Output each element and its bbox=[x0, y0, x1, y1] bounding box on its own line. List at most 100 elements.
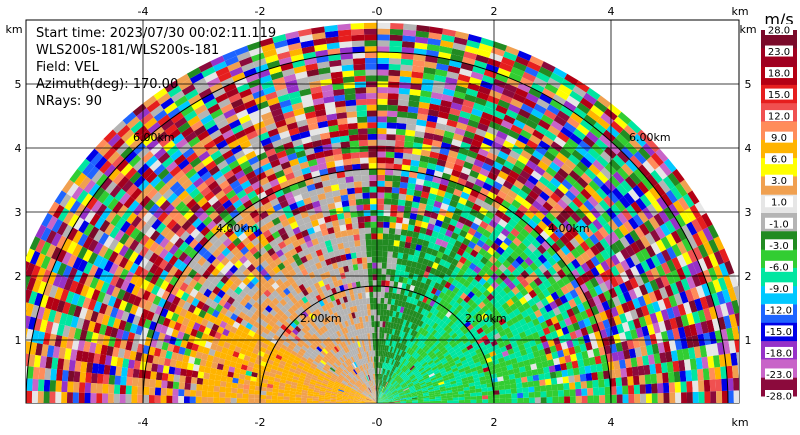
range-gate bbox=[565, 361, 573, 370]
range-gate bbox=[317, 162, 328, 171]
range-gate bbox=[451, 245, 460, 254]
range-gate bbox=[365, 75, 377, 82]
range-gate bbox=[425, 265, 432, 273]
range-gate bbox=[323, 215, 332, 224]
range-gate bbox=[584, 365, 592, 374]
range-gate bbox=[721, 390, 728, 403]
range-gate bbox=[346, 307, 352, 314]
range-gate bbox=[171, 133, 185, 145]
range-gate bbox=[446, 369, 453, 375]
range-gate bbox=[603, 378, 611, 388]
range-gate bbox=[133, 254, 144, 266]
range-gate bbox=[502, 268, 512, 278]
range-gate bbox=[517, 304, 526, 314]
range-gate bbox=[429, 313, 436, 321]
range-gate bbox=[267, 331, 276, 338]
range-gate bbox=[367, 333, 371, 340]
range-gate bbox=[445, 387, 452, 391]
range-gate bbox=[520, 309, 529, 319]
range-gate bbox=[646, 203, 659, 217]
range-gate bbox=[406, 278, 413, 285]
range-gate bbox=[549, 192, 561, 204]
range-gate bbox=[86, 166, 100, 180]
range-gate bbox=[566, 272, 576, 283]
range-gate bbox=[432, 134, 444, 142]
range-gate bbox=[630, 328, 639, 340]
range-gate bbox=[260, 196, 270, 206]
range-gate bbox=[433, 282, 441, 290]
range-gate bbox=[478, 320, 486, 328]
range-gate bbox=[524, 328, 532, 337]
range-gate bbox=[359, 359, 363, 366]
range-gate bbox=[200, 114, 214, 126]
range-gate bbox=[363, 370, 367, 376]
range-gate bbox=[382, 399, 389, 402]
range-gate bbox=[318, 280, 325, 288]
range-gate bbox=[727, 378, 734, 391]
range-gate bbox=[395, 348, 399, 355]
range-gate bbox=[279, 199, 289, 209]
range-gate bbox=[174, 95, 188, 108]
range-gate bbox=[492, 250, 502, 260]
range-gate bbox=[401, 384, 408, 389]
range-gate bbox=[367, 139, 377, 146]
range-gate bbox=[306, 348, 313, 355]
range-gate bbox=[287, 307, 295, 315]
range-gate bbox=[339, 47, 353, 54]
range-gate bbox=[612, 154, 626, 168]
range-gate bbox=[359, 280, 365, 288]
range-gate bbox=[123, 259, 134, 272]
range-gate bbox=[467, 360, 475, 366]
range-gate bbox=[531, 331, 540, 340]
range-gate bbox=[305, 315, 313, 323]
range-gate bbox=[327, 227, 335, 235]
range-gate bbox=[369, 174, 377, 181]
range-gate bbox=[710, 391, 717, 403]
range-gate bbox=[451, 138, 462, 148]
range-gate bbox=[363, 28, 377, 35]
range-gate bbox=[412, 359, 418, 366]
range-gate bbox=[275, 88, 289, 97]
range-gate bbox=[486, 360, 494, 367]
range-gate bbox=[632, 184, 645, 198]
range-gate bbox=[484, 176, 496, 187]
range-gate bbox=[452, 356, 460, 362]
range-gate bbox=[99, 219, 111, 233]
range-gate bbox=[359, 340, 363, 347]
range-gate bbox=[377, 401, 383, 403]
range-gate bbox=[420, 221, 429, 229]
range-gate bbox=[389, 340, 393, 347]
range-gate bbox=[85, 148, 99, 163]
range-gate bbox=[401, 358, 407, 365]
range-gate bbox=[543, 226, 554, 237]
range-gate bbox=[384, 286, 390, 293]
range-gate bbox=[368, 163, 377, 170]
range-gate bbox=[334, 231, 342, 239]
range-gate bbox=[380, 394, 385, 399]
range-gate bbox=[629, 172, 642, 185]
range-gate bbox=[496, 305, 505, 314]
range-gate bbox=[383, 381, 387, 387]
range-gate bbox=[503, 338, 511, 346]
range-gate bbox=[604, 146, 617, 159]
range-gate bbox=[397, 377, 403, 383]
range-gate bbox=[225, 204, 237, 214]
range-gate bbox=[475, 364, 483, 371]
range-gate bbox=[385, 280, 390, 287]
range-gate bbox=[276, 124, 289, 134]
range-gate bbox=[610, 306, 619, 317]
range-gate bbox=[592, 387, 600, 396]
range-gate bbox=[360, 334, 364, 341]
range-gate bbox=[420, 343, 426, 350]
range-gate bbox=[388, 351, 392, 359]
range-gate bbox=[387, 384, 392, 390]
range-gate bbox=[299, 88, 312, 97]
range-gate bbox=[342, 158, 352, 166]
range-gate bbox=[377, 399, 382, 403]
range-gate bbox=[635, 197, 647, 211]
range-gate bbox=[501, 56, 516, 67]
range-gate bbox=[444, 333, 451, 341]
range-gate bbox=[445, 288, 453, 297]
range-gate bbox=[528, 357, 536, 365]
range-gate bbox=[216, 312, 226, 321]
